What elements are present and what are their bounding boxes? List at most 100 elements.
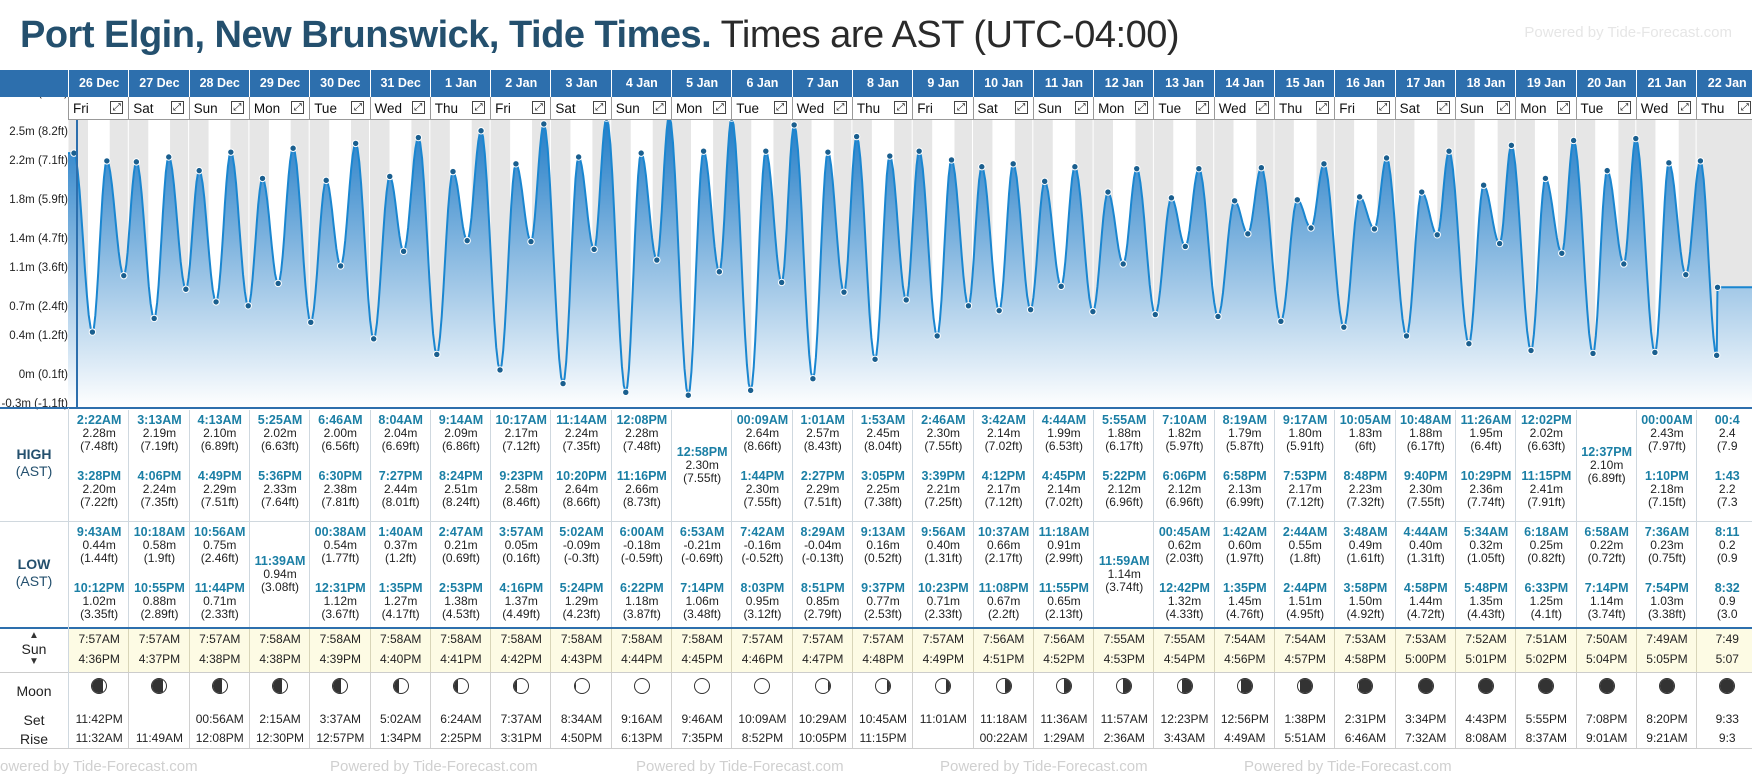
moonset-time: 11:01AM	[919, 712, 967, 726]
expand-icon[interactable]: ⤢	[1678, 101, 1692, 114]
day-header: 20 Jan	[1575, 70, 1637, 97]
sunset-time: 4:44PM	[621, 652, 663, 666]
low-tide-point	[1307, 224, 1315, 232]
moon-cell: 6:24AM 2:25PM	[429, 672, 491, 748]
tide-height-ft: (2.2ft)	[987, 607, 1020, 622]
expand-icon[interactable]: ⤢	[1316, 101, 1330, 114]
day-date: 15 Jan	[1285, 76, 1325, 90]
expand-icon[interactable]: ⤢	[472, 101, 486, 114]
expand-icon[interactable]: ⤢	[1497, 101, 1511, 114]
expand-icon[interactable]: ⤢	[230, 101, 244, 114]
tide-height-m: 1.03m	[1650, 594, 1684, 609]
high-tides-cell: 7:10AM 1.82m (5.97ft) 6:06PM 2.12m (6.96ft)	[1153, 410, 1214, 522]
expand-icon[interactable]: ⤢	[1617, 101, 1631, 114]
expand-icon[interactable]: ⤢	[291, 101, 305, 114]
low-tide-point	[1620, 260, 1628, 268]
moon-phase-icon	[1598, 678, 1615, 694]
expand-icon[interactable]: ⤢	[833, 101, 847, 114]
tide-height-ft: (4.43ft)	[1467, 607, 1506, 622]
expand-icon[interactable]: ⤢	[1376, 101, 1390, 114]
tide-height-ft: (6.53ft)	[1044, 439, 1083, 454]
expand-icon[interactable]: ⤢	[1436, 101, 1450, 114]
y-tick-label: 2.2m (7.1ft)	[9, 154, 68, 167]
high-tide-point	[1293, 196, 1302, 204]
low-tides-cell: 5:34AM 0.32m (1.05ft) 5:48PM 1.35m (4.43ft)	[1454, 522, 1516, 628]
tide-time: 3:39PM	[921, 469, 966, 483]
expand-icon[interactable]: ⤢	[1135, 101, 1149, 114]
day-header: 26 Dec	[68, 70, 130, 97]
tide-height-ft: (7.91ft)	[1527, 495, 1566, 510]
high-tides-cell: 8:04AM 2.04m (6.69ft) 7:27PM 2.44m (8.01ft)	[369, 410, 431, 522]
moon-cell: 7:08PM 9:01AM	[1575, 672, 1637, 748]
moonset-label: Set	[23, 712, 45, 728]
tide-height-m: 0.49m	[1348, 538, 1383, 553]
low-tide-entry: 11:44PM 0.71m (2.33ft)	[190, 581, 250, 622]
day-name: Sat	[977, 101, 998, 116]
expand-icon[interactable]: ⤢	[351, 101, 365, 114]
expand-icon[interactable]: ⤢	[652, 101, 666, 114]
day-header: 8 Jan	[851, 70, 914, 97]
tide-height-ft: (3.87ft)	[622, 607, 661, 622]
tide-time: 4:13AM	[197, 413, 242, 427]
moon-cell: 11:57AM 2:36AM	[1093, 672, 1154, 748]
high-tides-cell: 00:09AM 2.64m (8.66ft) 1:44PM 2.30m (7.55ft)	[731, 410, 792, 522]
day-header: 11 Jan	[1032, 70, 1095, 97]
expand-icon[interactable]: ⤢	[411, 101, 425, 114]
high-tide-point	[195, 166, 203, 175]
low-tides-cell: 10:18AM 0.58m (1.9ft) 10:55PM 0.88m (2.89ft)	[128, 522, 189, 628]
expand-icon[interactable]: ⤢	[713, 101, 727, 114]
expand-icon[interactable]: ⤢	[1255, 101, 1269, 114]
sunrise-time: 7:53AM	[1405, 632, 1447, 646]
tide-height-m: 2.43m	[1650, 426, 1684, 441]
day-of-week-cell: Tue ⤢	[731, 97, 793, 120]
low-tide-point	[1712, 351, 1721, 360]
expand-icon[interactable]: ⤢	[110, 101, 124, 114]
sun-times-cell: 7:49 5:07	[1696, 628, 1752, 672]
expand-icon[interactable]: ⤢	[773, 101, 787, 114]
expand-icon[interactable]: ⤢	[532, 101, 546, 114]
tide-height-ft: (1.9ft)	[143, 551, 176, 566]
tide-time: 11:16PM	[616, 469, 667, 483]
expand-icon[interactable]: ⤢	[170, 101, 184, 114]
tide-time: 9:40PM	[1403, 469, 1448, 483]
expand-icon[interactable]: ⤢	[894, 101, 908, 114]
high-tide-entry: 4:12PM 2.17m (7.12ft)	[974, 469, 1034, 510]
moon-cell: 3:37AM 12:57PM	[309, 672, 370, 748]
moonrise-time: 12:30PM	[256, 731, 305, 745]
tide-time: 9:43AM	[76, 525, 122, 539]
high-tide-point	[1230, 197, 1239, 205]
high-tide-entry: 11:14AM 2.24m (7.35ft)	[551, 413, 611, 454]
tide-height-m: 1.12m	[323, 594, 358, 609]
tide-height-ft: (6.89ft)	[200, 439, 239, 454]
moonrise-time: 7:35PM	[681, 731, 723, 745]
expand-icon[interactable]: ⤢	[1014, 101, 1028, 114]
tide-height-m: 2.23m	[1348, 482, 1383, 497]
high-tide-point	[132, 158, 141, 166]
expand-icon[interactable]: ⤢	[1557, 101, 1571, 114]
high-tide-entry: 10:20PM 2.64m (8.66ft)	[551, 469, 611, 510]
moon-cell: 12:56PM 4:49AM	[1213, 672, 1275, 748]
page-title: Port Elgin, New Brunswick, Tide Times. T…	[20, 12, 1180, 58]
tide-height-m: 0.58m	[142, 538, 177, 553]
tide-chart	[67, 118, 1752, 408]
low-tide-point	[120, 271, 128, 280]
low-tide-point	[369, 335, 378, 343]
low-tides-cell: 11:59AM 1.14m (3.74ft)	[1093, 522, 1154, 628]
expand-icon[interactable]: ⤢	[1195, 101, 1209, 114]
high-tide-entry: 8:04AM 2.04m (6.69ft)	[371, 413, 431, 454]
low-tide-point	[902, 296, 910, 304]
sunset-time: 4:39PM	[319, 652, 362, 666]
tide-height-ft: (1.31ft)	[924, 551, 963, 566]
high-tide-entry: 11:15PM 2.41m (7.91ft)	[1516, 469, 1576, 510]
tide-height-ft: (8.73ft)	[622, 495, 661, 510]
expand-icon[interactable]: ⤢	[1075, 101, 1089, 114]
tide-height-m: -0.16m	[743, 538, 782, 553]
low-tide-entry: 7:54PM 1.03m (3.38ft)	[1637, 581, 1697, 622]
y-tick-label: 0.7m (2.4ft)	[9, 300, 68, 313]
expand-icon[interactable]: ⤢	[1738, 101, 1752, 114]
expand-icon[interactable]: ⤢	[954, 101, 968, 114]
day-of-week-cell: Fri ⤢	[68, 97, 130, 120]
expand-icon[interactable]: ⤢	[592, 101, 606, 114]
tide-height-ft: (7.02ft)	[984, 439, 1023, 454]
low-tide-point	[1465, 340, 1473, 348]
